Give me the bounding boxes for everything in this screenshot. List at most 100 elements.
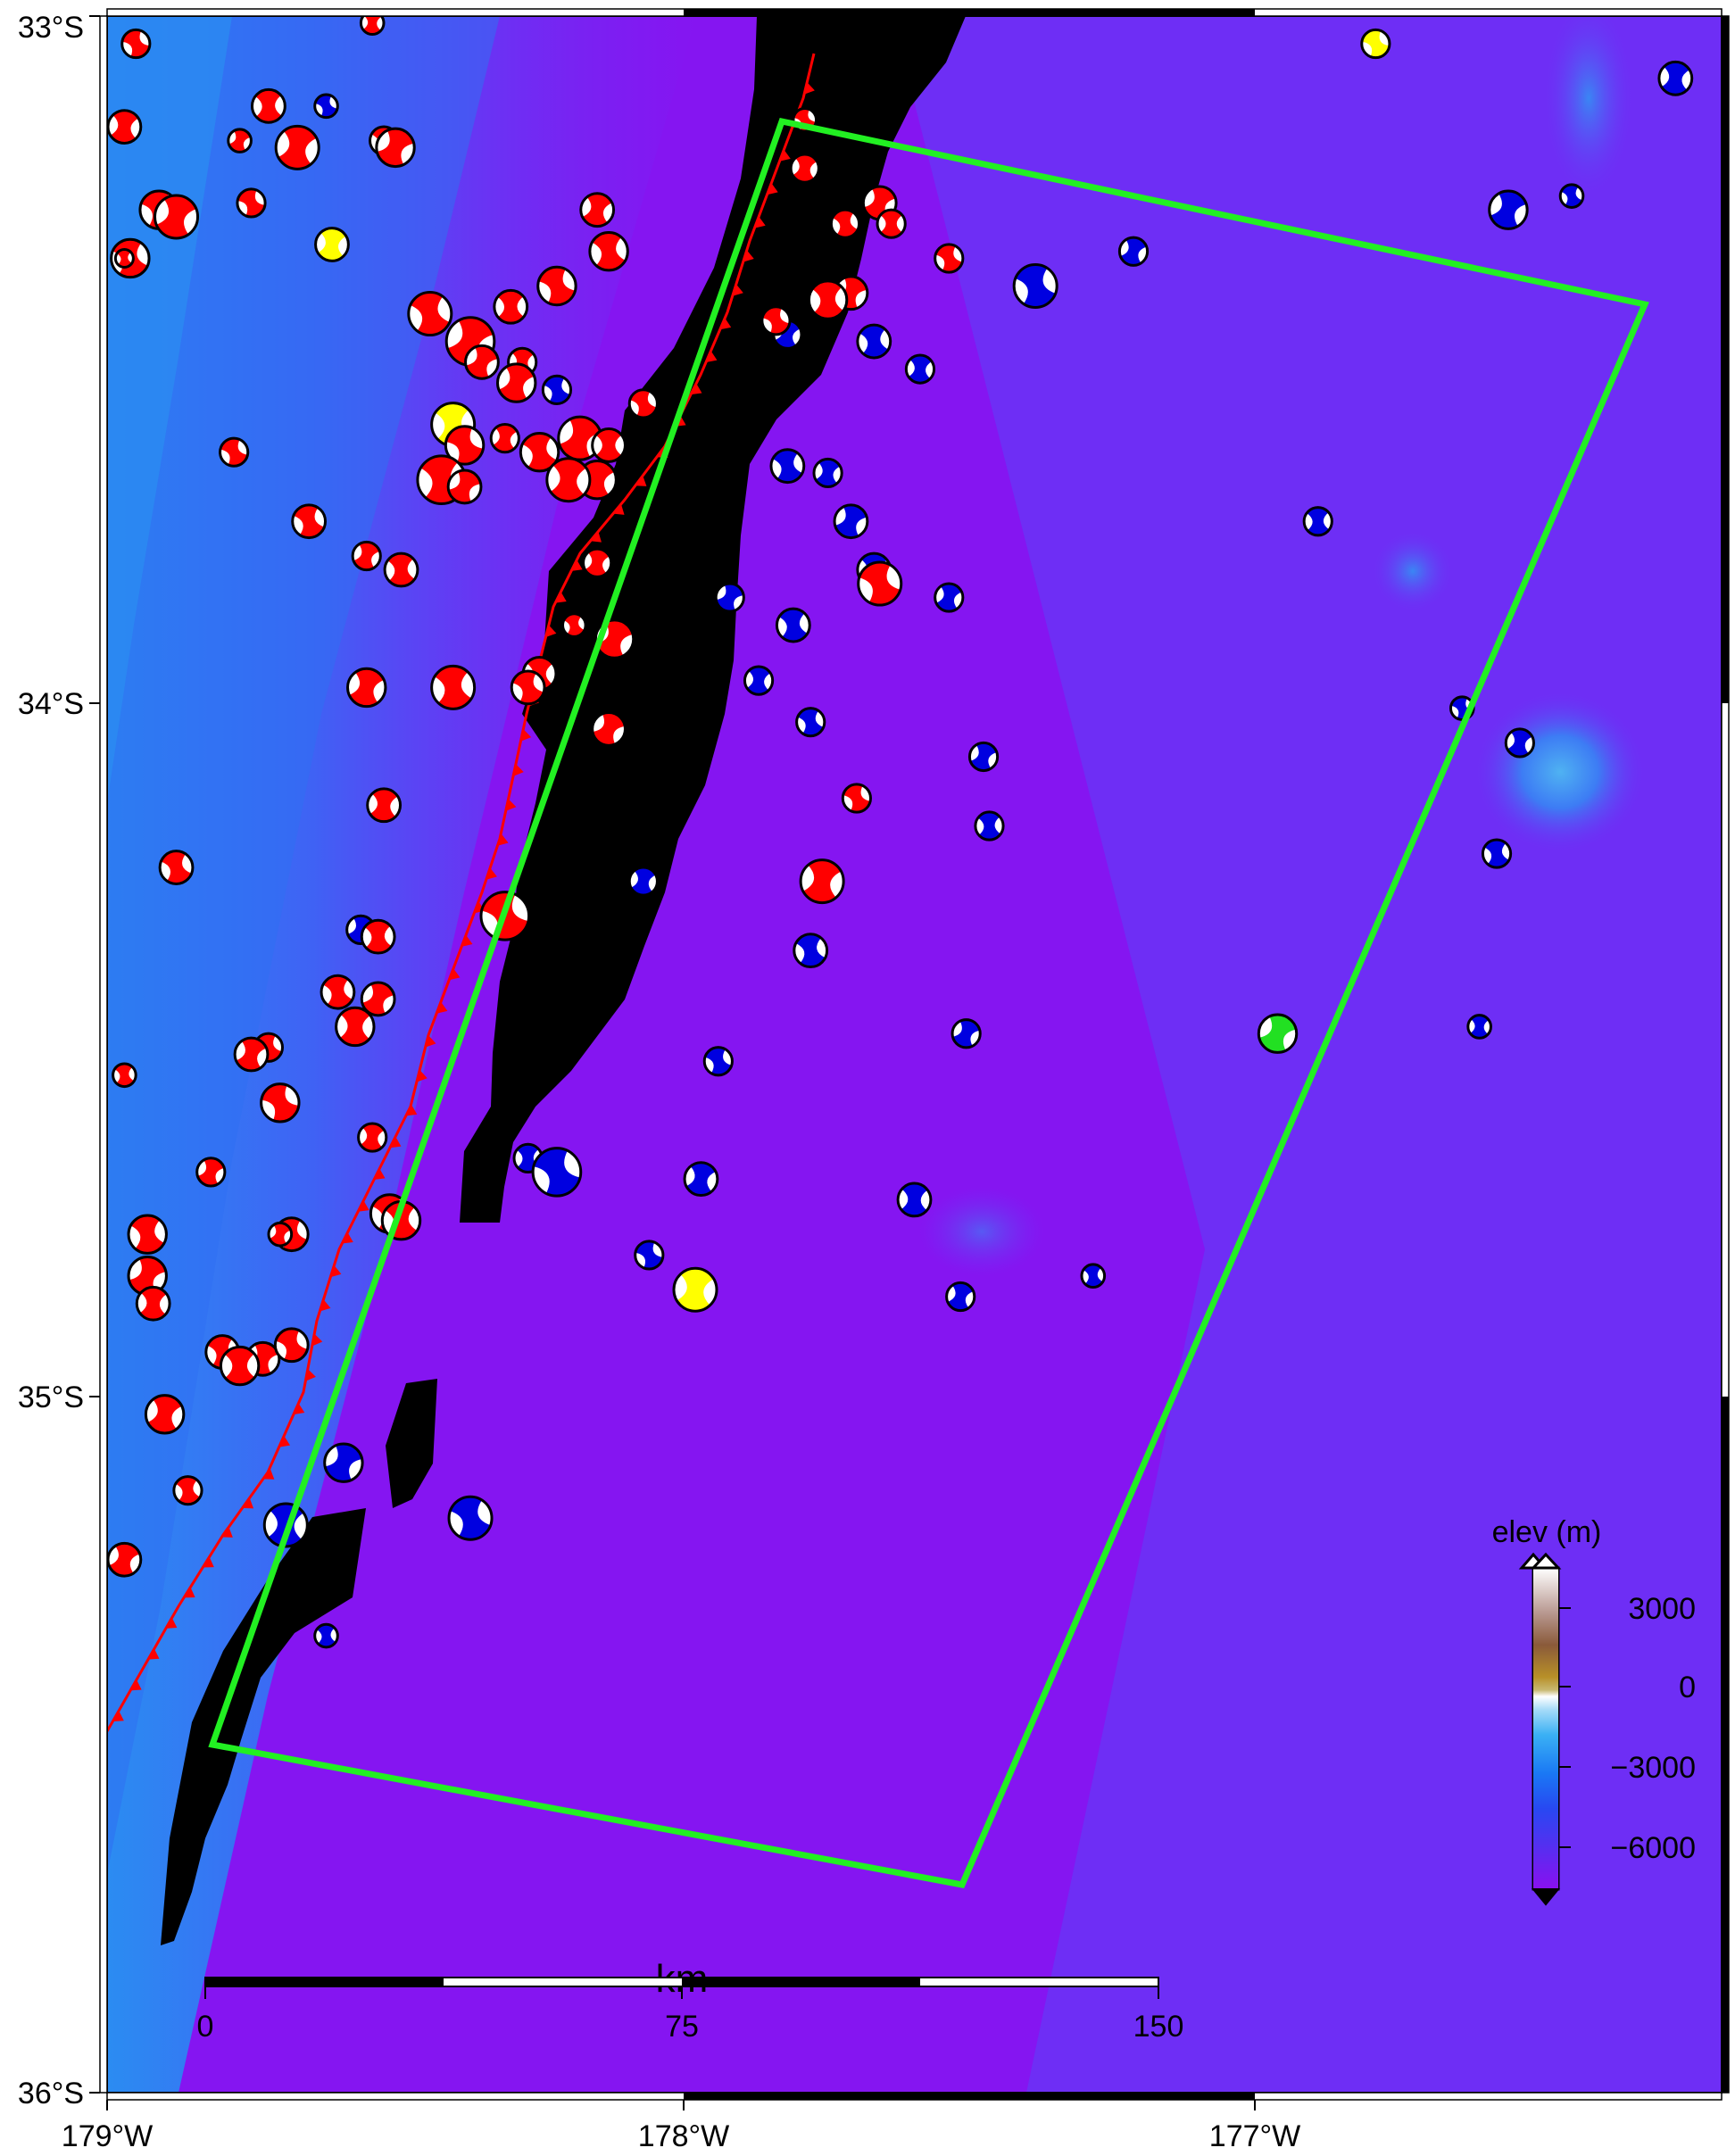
trench-tooth xyxy=(311,1333,323,1347)
focal-mechanism-red xyxy=(383,551,419,588)
focal-mechanism-blue xyxy=(1488,189,1529,230)
lat-label-35: 35°S xyxy=(18,1381,84,1414)
western-slope-blue xyxy=(107,16,500,1874)
focal-mechanism-red xyxy=(876,208,907,239)
trench-tooth xyxy=(221,1527,233,1538)
trench-tooth xyxy=(147,1648,160,1660)
trench-tooth xyxy=(112,1710,124,1722)
trench-tooth xyxy=(165,1617,178,1629)
focal-mechanism-red xyxy=(366,787,403,824)
focal-mechanism-blue xyxy=(904,353,936,385)
focal-mechanism-red xyxy=(219,1345,261,1387)
focal-mechanism-green xyxy=(1257,1013,1299,1054)
focal-mechanisms xyxy=(107,16,1694,1649)
trench-tooth xyxy=(690,383,702,395)
focal-mechanism-red xyxy=(233,1036,270,1073)
focal-mechanism-red xyxy=(464,344,500,380)
trench-tooth xyxy=(590,531,602,543)
focal-mechanism-yellow xyxy=(1360,28,1391,60)
focal-mechanism-red xyxy=(260,1082,301,1124)
focal-mechanism-blue xyxy=(634,1240,665,1271)
focal-mechanism-blue xyxy=(743,665,775,696)
focal-mechanism-red xyxy=(144,1394,186,1435)
focal-mechanism-red xyxy=(274,124,320,170)
focal-mechanism-red xyxy=(127,1214,168,1255)
focal-mechanism-blue xyxy=(541,374,573,405)
focal-mechanism-red xyxy=(154,194,200,240)
map-frame xyxy=(99,8,1730,2101)
colorbar-label-minus6000: −6000 xyxy=(1611,1831,1697,1865)
trench-tooth xyxy=(613,503,625,515)
trench-tooth xyxy=(635,476,647,486)
focal-mechanism-yellow xyxy=(672,1266,718,1313)
focal-mechanism-blue xyxy=(531,1147,583,1198)
focal-mechanism-red xyxy=(430,664,477,710)
trench-tooth xyxy=(804,82,815,95)
trench-tooth xyxy=(278,1435,291,1447)
scalebar-label-0: 0 xyxy=(197,2010,214,2044)
trench-tooth xyxy=(389,1136,402,1148)
focal-mechanism-blue xyxy=(1481,838,1513,869)
trench-tooth xyxy=(505,799,517,811)
focal-mechanism-blue xyxy=(793,933,829,969)
seamount-knoll xyxy=(919,1187,1044,1276)
focal-mechanism-yellow xyxy=(314,227,350,262)
focal-mechanism-blue xyxy=(1302,506,1333,537)
scalebar-label-75: 75 xyxy=(665,2010,699,2044)
land-mask-south xyxy=(161,1379,437,1945)
focal-mechanism-red xyxy=(195,1157,227,1188)
focal-mechanism-red xyxy=(496,362,537,403)
trench-tooth xyxy=(571,560,583,571)
focal-mechanism-blue xyxy=(856,323,892,360)
study-area-box xyxy=(208,117,1649,1888)
focal-mechanism-blue xyxy=(812,457,843,489)
trench-tooth xyxy=(183,1587,195,1598)
focal-mechanism-red xyxy=(510,669,546,706)
focal-mechanism-blue xyxy=(447,1495,494,1541)
trench-tooth xyxy=(405,1104,418,1116)
lat-label-33: 33°S xyxy=(18,11,84,45)
focal-mechanism-red xyxy=(135,1285,171,1322)
scalebar-label-150: 150 xyxy=(1133,2010,1184,2044)
upper-shelf xyxy=(107,16,232,803)
focal-mechanism-red xyxy=(227,128,253,153)
focal-mechanism-red xyxy=(360,918,396,955)
trench-tooth xyxy=(436,1001,448,1014)
focal-mechanism-red xyxy=(760,305,792,336)
focal-mechanism-red xyxy=(291,503,328,540)
trench-tooth xyxy=(425,1035,436,1048)
focal-mechanism-red xyxy=(557,415,603,461)
focal-mechanism-red xyxy=(112,1062,137,1089)
trench-tooth xyxy=(486,867,497,880)
focal-mechanism-red xyxy=(444,425,486,466)
focal-mechanism-blue xyxy=(833,503,869,540)
focal-mechanism-blue xyxy=(323,1442,364,1483)
focal-mechanism-red xyxy=(446,469,483,505)
focal-mechanism-red xyxy=(360,981,396,1017)
lat-label-36: 36°S xyxy=(18,2077,84,2110)
focal-mechanism-blue xyxy=(775,607,811,643)
focal-mechanism-blue xyxy=(974,810,1005,842)
trench-tooth xyxy=(342,1231,353,1244)
focal-mechanism-blue xyxy=(1657,60,1694,96)
focal-mechanism-blue xyxy=(951,1018,982,1049)
focal-mechanism-red xyxy=(107,1541,143,1578)
focal-mechanism-red xyxy=(545,457,592,503)
lat-label-34: 34°S xyxy=(18,687,84,721)
trench-tooth xyxy=(743,250,754,262)
focal-mechanism-blue xyxy=(702,1046,734,1077)
focal-mechanism-blue xyxy=(1117,236,1150,267)
focal-mechanism-red xyxy=(158,850,195,885)
focal-mechanism-red xyxy=(351,540,382,572)
elevation-colorbar: elev (m) 3000 0 −3000 −6000 xyxy=(1492,1515,1697,1906)
lon-label-179: 179°W xyxy=(62,2119,153,2153)
trench-tooth xyxy=(520,729,532,742)
focal-mechanism-red xyxy=(113,247,135,269)
focal-mechanism-blue xyxy=(1558,183,1585,209)
trench-tooth xyxy=(130,1679,142,1691)
focal-mechanism-red xyxy=(107,109,143,145)
trench-tooth xyxy=(374,1168,386,1180)
focal-mechanism-blue xyxy=(945,1281,976,1313)
focal-mechanism-blue xyxy=(1012,263,1058,310)
focal-mechanism-red xyxy=(829,208,861,239)
